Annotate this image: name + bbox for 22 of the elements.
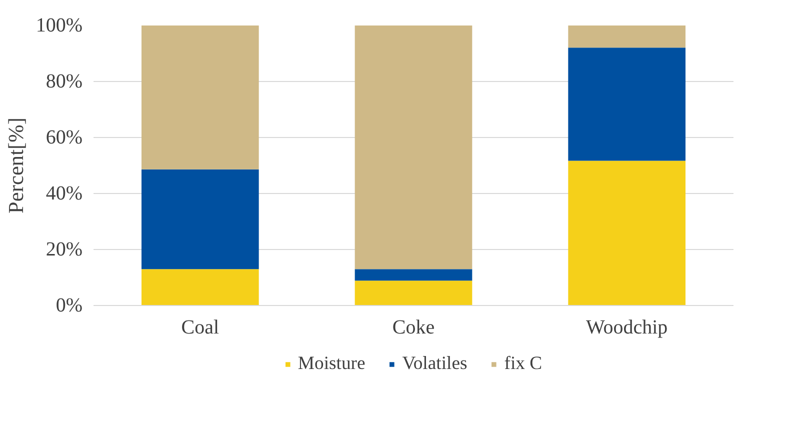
y-tick-label: 20% xyxy=(46,238,83,260)
y-axis-title: Percent[%] xyxy=(4,118,28,214)
x-tick-label: Coal xyxy=(181,316,220,338)
y-tick-label: 80% xyxy=(46,70,83,92)
y-tick-label: 0% xyxy=(56,294,83,316)
bar xyxy=(142,26,259,170)
y-tick-label: 60% xyxy=(46,126,83,148)
legend-label: Volatiles xyxy=(402,352,468,374)
bar xyxy=(354,280,472,306)
bar xyxy=(142,169,259,270)
bar xyxy=(568,48,686,161)
y-tick-label: 40% xyxy=(46,182,83,204)
x-tick-label: Woodchip xyxy=(586,316,668,338)
legend-label: Moisture xyxy=(298,352,366,374)
bar xyxy=(354,26,472,270)
bar xyxy=(568,160,686,306)
x-tick-label: Coke xyxy=(392,316,435,338)
legend-label: fix C xyxy=(504,352,542,374)
bar xyxy=(568,26,686,48)
bar xyxy=(354,269,472,281)
bar xyxy=(142,269,259,306)
y-tick-label: 100% xyxy=(36,14,83,36)
